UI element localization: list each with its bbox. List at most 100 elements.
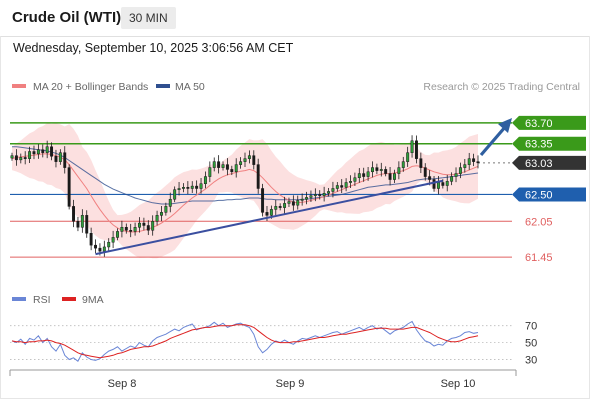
candle xyxy=(164,202,168,216)
candle xyxy=(309,190,313,203)
level-tag-62-50: 62.50 xyxy=(512,187,586,202)
candle-body xyxy=(36,149,40,155)
projection-arrow-shaft xyxy=(479,124,508,157)
candle-body xyxy=(401,161,405,168)
candle-body xyxy=(190,185,194,189)
candle-body xyxy=(366,171,370,177)
candle-body xyxy=(467,158,471,165)
candle xyxy=(133,222,137,236)
candle xyxy=(362,167,366,182)
candle xyxy=(186,181,190,195)
candle-body xyxy=(208,167,212,177)
candle xyxy=(41,144,45,158)
candle-body xyxy=(146,225,150,231)
candle-body xyxy=(291,201,295,206)
candle xyxy=(410,135,414,158)
candle xyxy=(454,167,458,183)
candle-body xyxy=(225,164,229,170)
candle-body xyxy=(89,232,93,246)
candle xyxy=(252,150,256,170)
candle xyxy=(14,149,18,166)
level-tag-text: 61.45 xyxy=(525,252,553,264)
candle xyxy=(195,180,199,194)
level-tag-62-05: 62.05 xyxy=(525,216,553,228)
candle xyxy=(225,158,229,176)
candle-body xyxy=(261,188,265,213)
candle xyxy=(45,140,49,159)
candle xyxy=(23,151,27,165)
candle-body xyxy=(23,157,27,159)
candle-body xyxy=(353,177,357,182)
candle xyxy=(296,195,300,210)
candle xyxy=(291,195,295,211)
candle-body xyxy=(318,194,322,196)
candle xyxy=(89,227,93,251)
candle xyxy=(28,146,32,163)
candle-body xyxy=(445,181,449,186)
level-tag-text: 62.50 xyxy=(525,189,553,201)
candle-body xyxy=(116,231,119,238)
candle xyxy=(384,166,388,177)
candle-body xyxy=(384,169,388,174)
candle-body xyxy=(397,167,401,174)
timeframe-badge[interactable]: 30 MIN xyxy=(121,7,176,29)
candle-body xyxy=(199,183,203,189)
candle xyxy=(472,153,476,167)
candle-body xyxy=(151,221,155,231)
candle-body xyxy=(335,185,339,189)
candle xyxy=(138,217,141,233)
candle-body xyxy=(94,244,97,249)
candle-body xyxy=(436,182,440,189)
candle xyxy=(72,199,76,228)
candle xyxy=(102,240,106,257)
candle-body xyxy=(300,198,304,201)
candle xyxy=(63,146,67,174)
candle-body xyxy=(472,158,476,162)
candle-body xyxy=(76,221,80,228)
candle-body xyxy=(50,146,54,157)
candle-body xyxy=(234,164,238,173)
candle xyxy=(467,152,471,170)
candle xyxy=(305,191,309,205)
ma50-legend-swatch xyxy=(156,84,170,88)
moving-averages xyxy=(11,146,479,233)
candle-body xyxy=(41,149,45,153)
candle-body xyxy=(423,167,427,177)
candle xyxy=(19,153,23,164)
candle-body xyxy=(375,167,379,171)
candle-body xyxy=(239,161,243,165)
level-tag-box xyxy=(512,155,586,170)
x-tick-label: Sep 8 xyxy=(108,378,137,390)
candle xyxy=(234,158,238,178)
candle xyxy=(274,199,278,216)
candle xyxy=(401,156,405,172)
candle xyxy=(445,174,449,192)
candle xyxy=(371,161,374,178)
candle xyxy=(221,161,225,171)
candle-body xyxy=(58,152,62,162)
candle xyxy=(190,181,194,193)
candle-body xyxy=(221,164,225,168)
level-tag-63-35: 63.35 xyxy=(512,136,586,151)
candle xyxy=(67,164,71,210)
candle-body xyxy=(120,227,124,232)
candle-body xyxy=(340,185,344,188)
candle xyxy=(256,158,260,194)
candle xyxy=(243,152,247,168)
candle-body xyxy=(102,246,106,252)
candle xyxy=(177,181,181,196)
candle xyxy=(10,152,14,161)
candle xyxy=(432,175,436,192)
rsi-ma-legend-label: 9MA xyxy=(82,294,104,306)
level-tag-text: 62.05 xyxy=(525,216,553,228)
candle xyxy=(406,146,410,167)
candle-body xyxy=(19,157,23,161)
candle xyxy=(283,196,287,214)
candle xyxy=(261,183,265,217)
candle-body xyxy=(309,195,313,198)
candle xyxy=(450,172,454,186)
candle-body xyxy=(419,158,423,168)
candle-body xyxy=(393,173,396,180)
candle xyxy=(287,197,291,207)
rsi-ma-line xyxy=(11,324,479,359)
